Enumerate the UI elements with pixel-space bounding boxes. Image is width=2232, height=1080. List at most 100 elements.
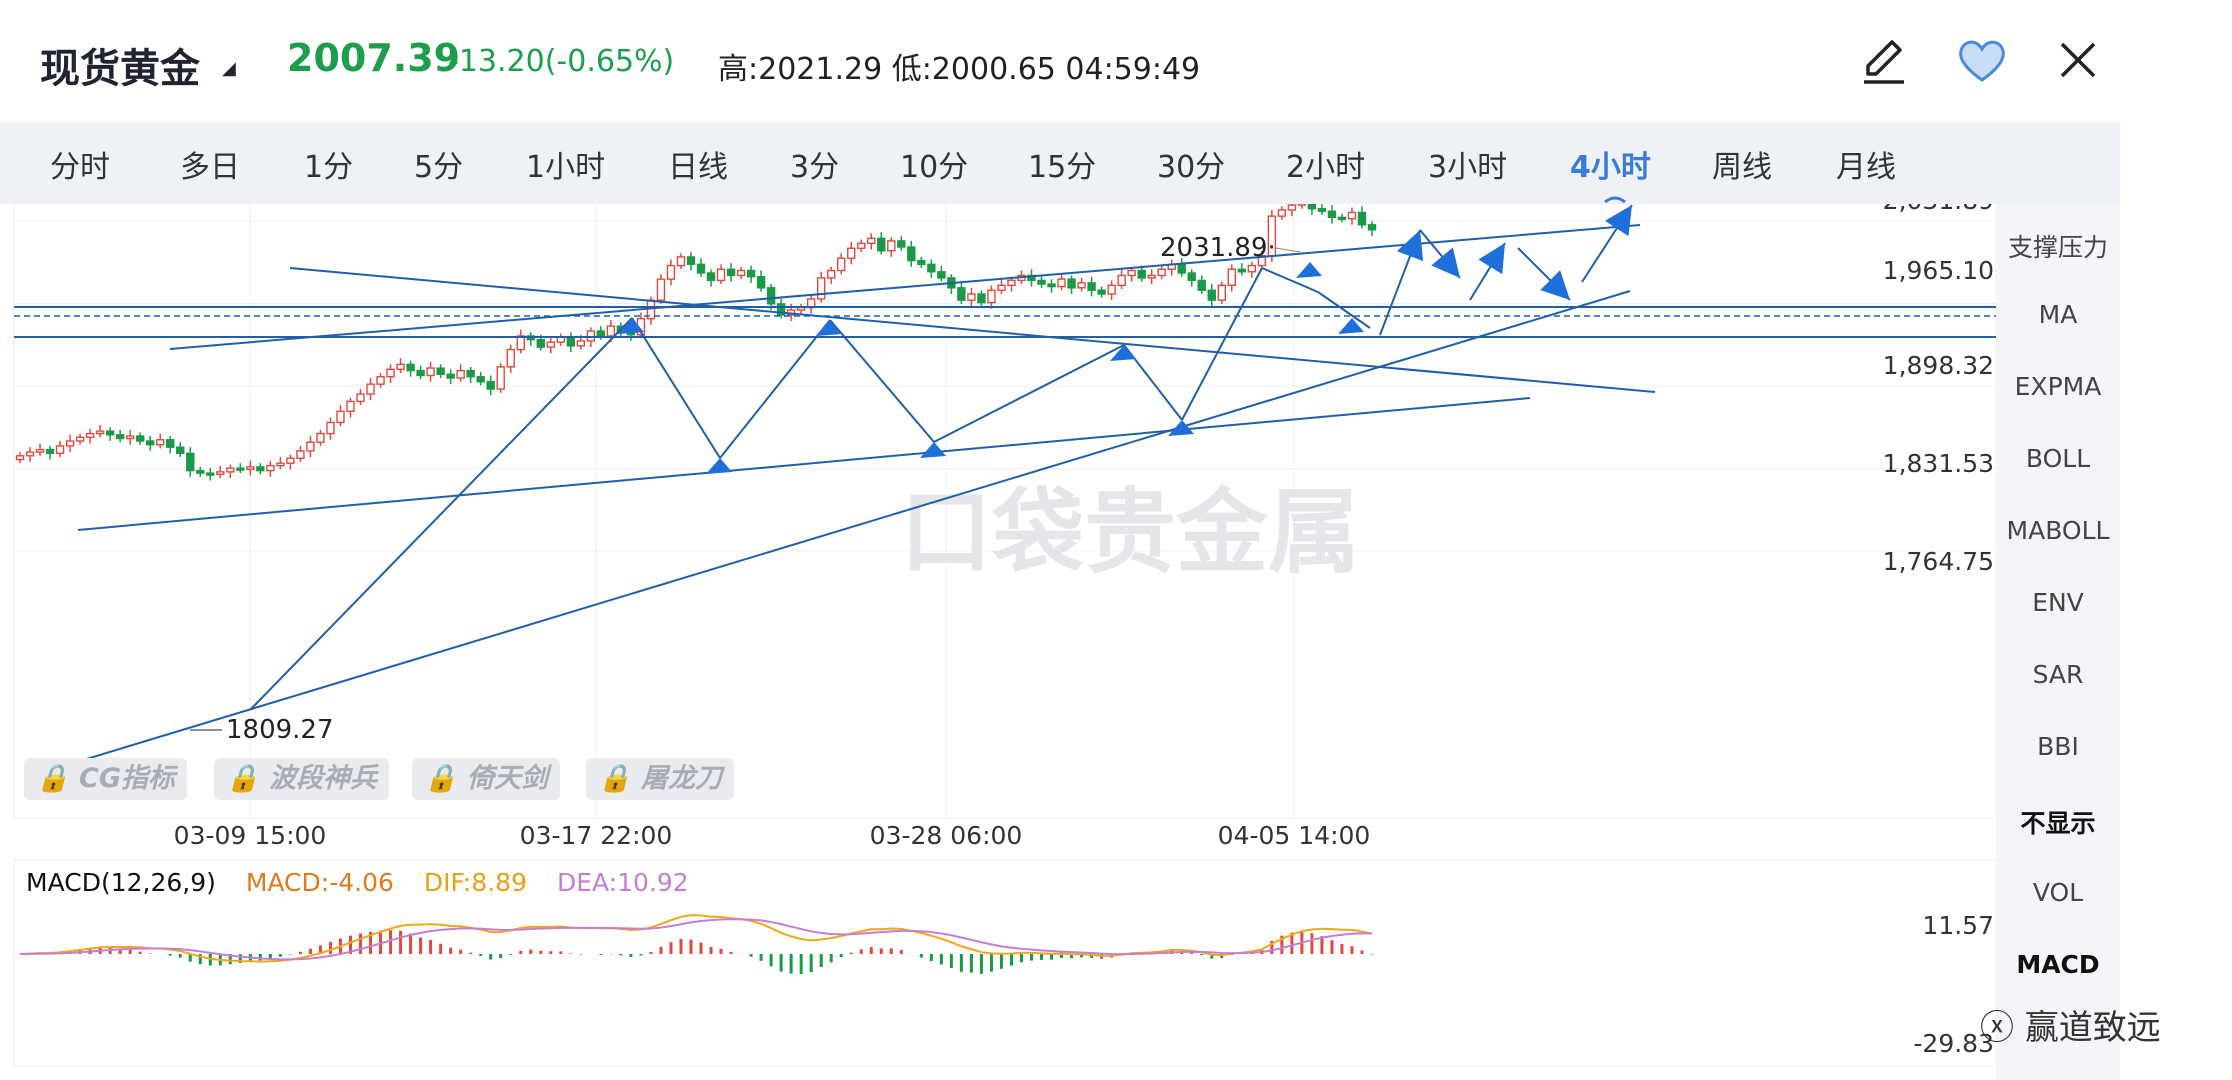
candle-body <box>236 467 245 471</box>
candle-body <box>1207 289 1216 301</box>
candle-body <box>1157 268 1166 277</box>
tab-4hour[interactable]: 4小时 <box>1570 150 1651 185</box>
candle-body <box>1237 268 1247 273</box>
candle-body <box>726 268 736 277</box>
candle-body <box>1277 209 1287 217</box>
indicator-macd[interactable]: MACD <box>2016 950 2100 979</box>
candle-body <box>156 439 165 446</box>
candle-body <box>1327 210 1337 219</box>
candle-body <box>877 237 886 252</box>
wave-line <box>719 319 831 459</box>
dif-value: DIF:8.89 <box>423 868 527 897</box>
author-watermark: ⓧ 赢道致远 <box>1980 1008 2161 1048</box>
candle-body <box>1287 204 1297 211</box>
candle-body <box>837 257 846 272</box>
arrow-head <box>1431 247 1460 278</box>
time-axis: 03-09 15:00 03-17 22:00 03-28 06:00 04-05 1… <box>174 821 1371 850</box>
candle-body <box>706 272 716 282</box>
candle-body <box>1347 211 1357 220</box>
wave-line <box>1261 267 1319 293</box>
candle-body <box>1317 208 1327 212</box>
indicator-hide[interactable]: 不显示 <box>2020 809 2096 838</box>
tab-10min[interactable]: 10分 <box>900 150 969 185</box>
candle-body <box>1037 279 1046 285</box>
symbol-name[interactable]: 现货黄金 <box>40 46 200 92</box>
tab-daily[interactable]: 日线 <box>668 150 728 185</box>
candle-body <box>1227 268 1236 287</box>
pencil-icon[interactable] <box>1854 30 1914 90</box>
symbol-dropdown-icon[interactable]: ◢ <box>222 58 236 79</box>
candle-body <box>1187 272 1196 282</box>
candle-body <box>766 287 776 305</box>
indicator-expma[interactable]: EXPMA <box>2014 372 2102 401</box>
candle-body <box>656 278 666 301</box>
indicator-support-resistance[interactable]: 支撑压力 <box>2007 233 2108 262</box>
time-tick-label: 03-09 15:00 <box>174 821 327 850</box>
tab-3hour[interactable]: 3小时 <box>1428 150 1508 185</box>
trendline <box>69 290 1631 765</box>
candle-body <box>186 452 195 472</box>
candle-body <box>1047 283 1056 288</box>
candle-body <box>1367 224 1377 231</box>
indicator-vol[interactable]: VOL <box>2032 878 2084 907</box>
candle-body <box>997 284 1006 291</box>
indicator-tag-yitian[interactable]: 🔒 倚天剑 <box>412 758 561 800</box>
trendline <box>289 267 1656 393</box>
candle-body <box>546 341 555 348</box>
candle-body <box>286 457 295 464</box>
tab-multiday[interactable]: 多日 <box>180 150 240 185</box>
chart-area[interactable]: 口袋贵金属 2,031.89 1,965.10 1,898.32 1,831.53 1,… <box>0 204 2000 1080</box>
candle-body <box>266 464 275 472</box>
candle-body <box>326 421 335 435</box>
dea-line <box>19 918 1373 961</box>
candle-body <box>115 434 125 440</box>
tab-monthly[interactable]: 月线 <box>1836 150 1896 185</box>
candle-body <box>1097 289 1106 295</box>
tab-fenshi[interactable]: 分时 <box>50 150 110 185</box>
candle-body <box>576 340 586 347</box>
candle-body <box>1177 263 1186 274</box>
tab-weekly[interactable]: 周线 <box>1712 150 1772 185</box>
indicator-boll[interactable]: BOLL <box>2025 444 2091 473</box>
candle-body <box>827 269 836 279</box>
candle-body <box>85 432 95 438</box>
candle-body <box>125 435 135 440</box>
indicator-panel: 支撑压力 MA EXPMA BOLL MABOLL ENV SAR BBI 不显… <box>1996 204 2120 1080</box>
candle-body <box>1107 284 1116 295</box>
candle-body <box>416 369 425 377</box>
indicator-tag-boduan[interactable]: 🔒 波段神兵 <box>214 758 390 800</box>
candle-body <box>95 430 105 435</box>
tab-5min[interactable]: 5分 <box>414 150 464 185</box>
candle-body <box>336 410 345 424</box>
candle-body <box>1087 282 1096 291</box>
tab-30min[interactable]: 30分 <box>1157 150 1226 185</box>
candle-body <box>927 263 936 273</box>
close-icon[interactable] <box>2048 30 2108 90</box>
price-tick-label: 1,898.32 <box>1883 351 1994 380</box>
tab-1min[interactable]: 1分 <box>304 150 354 185</box>
candle-body <box>396 363 405 371</box>
candle-body <box>1137 269 1146 279</box>
tab-15min[interactable]: 15分 <box>1028 150 1097 185</box>
heart-icon[interactable] <box>1952 30 2012 90</box>
arrow-head <box>1540 270 1570 300</box>
indicator-tag-tulong[interactable]: 🔒 屠龙刀 <box>586 758 735 800</box>
candle-body <box>496 366 505 390</box>
tab-2hour[interactable]: 2小时 <box>1286 150 1366 185</box>
candle-body <box>55 445 65 455</box>
indicator-tag-cg[interactable]: 🔒 CG指标 <box>24 758 188 800</box>
candle-body <box>1307 204 1317 210</box>
indicator-sar[interactable]: SAR <box>2032 660 2084 689</box>
candle-body <box>206 472 215 476</box>
price-tick-label: 1,831.53 <box>1883 449 1994 478</box>
tab-3min[interactable]: 3分 <box>790 150 840 185</box>
tab-1hour[interactable]: 1小时 <box>526 150 606 185</box>
indicator-bbi[interactable]: BBI <box>2037 732 2079 761</box>
candle-body <box>386 368 395 378</box>
candle-body <box>426 367 435 377</box>
candle-body <box>145 440 155 446</box>
indicator-maboll[interactable]: MABOLL <box>2006 516 2110 545</box>
indicator-env[interactable]: ENV <box>2032 588 2084 617</box>
indicator-ma[interactable]: MA <box>2038 300 2078 329</box>
candle-body <box>276 462 285 467</box>
